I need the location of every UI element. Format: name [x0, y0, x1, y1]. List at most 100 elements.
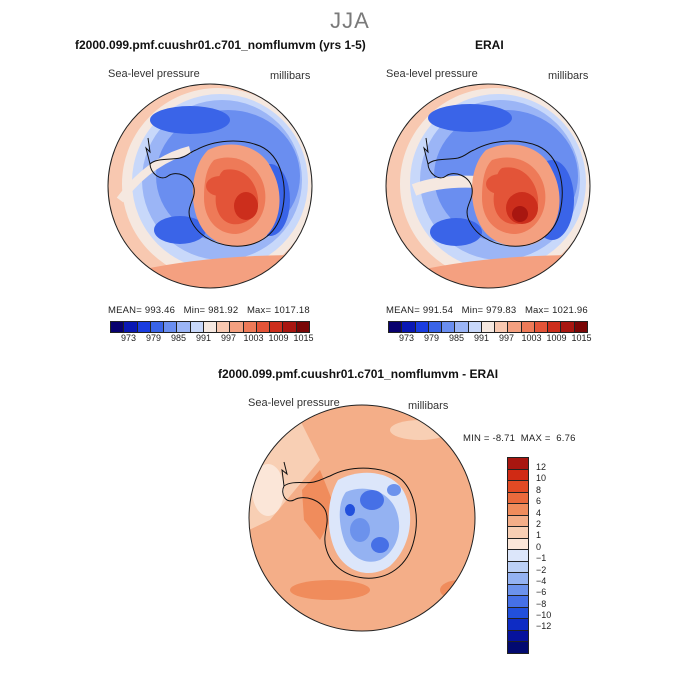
colorbar-swatch — [243, 322, 257, 332]
colorbar-swatch — [508, 607, 528, 619]
colorbar-tick-label: 991 — [195, 333, 212, 343]
colorbar-tick-label: 6 — [536, 496, 542, 507]
panel3-map — [249, 405, 475, 631]
colorbar-tick-label: 973 — [398, 333, 415, 343]
colorbar-tick-label: 997 — [498, 333, 515, 343]
colorbar-tick-label: −1 — [536, 553, 547, 564]
colorbar-tick-label: 1015 — [293, 333, 314, 343]
panel1-variable-label: Sea-level pressure — [108, 68, 200, 80]
colorbar-tick-label: −6 — [536, 587, 547, 598]
colorbar-swatch — [508, 630, 528, 642]
colorbar-swatch — [124, 322, 138, 332]
colorbar-tick-label: 1 — [536, 530, 542, 541]
colorbar-swatch — [150, 322, 165, 332]
panel2-mean-label: MEAN= — [386, 305, 420, 316]
colorbar-tick-label: 2 — [536, 518, 542, 529]
panel1-mean-label: MEAN= — [108, 305, 142, 316]
colorbar-swatch — [508, 481, 528, 493]
colorbar-swatch — [481, 322, 496, 332]
colorbar-swatch — [574, 322, 587, 332]
colorbar-swatch — [415, 322, 429, 332]
colorbar-swatch — [548, 322, 562, 332]
panel2-colorbar-ticks: 973 979 985 991 997 1003 1009 1015 — [394, 333, 594, 343]
colorbar-tick-label: 1003 — [521, 333, 542, 343]
colorbar-swatch — [283, 322, 297, 332]
colorbar-tick-label: 985 — [448, 333, 465, 343]
colorbar-tick-label: 1009 — [268, 333, 289, 343]
colorbar-tick-label: 997 — [220, 333, 237, 343]
colorbar-swatch — [521, 322, 535, 332]
panel2-min-value: 979.83 — [486, 305, 517, 316]
panel1-max-label: Max= — [246, 305, 272, 316]
colorbar-swatch — [495, 322, 509, 332]
colorbar-tick-label: −12 — [536, 621, 552, 632]
colorbar-swatch — [270, 322, 284, 332]
colorbar-swatch — [508, 538, 528, 550]
colorbar-swatch — [508, 492, 528, 504]
figure-season-title: JJA — [330, 8, 370, 33]
panel3-max-value: 6.76 — [556, 433, 576, 444]
colorbar-swatch — [296, 322, 309, 332]
colorbar-swatch — [508, 504, 528, 516]
colorbar-swatch — [389, 322, 403, 332]
panel1-title: f2000.099.pmf.cuushr01.c701_nomflumvm (y… — [75, 38, 366, 52]
panel2-map-boundary — [385, 83, 591, 289]
colorbar-swatch — [164, 322, 178, 332]
colorbar-tick-label: 8 — [536, 484, 542, 495]
colorbar-tick-label: 4 — [536, 507, 542, 518]
colorbar-swatch — [137, 322, 151, 332]
panel3-colorbar — [507, 457, 529, 654]
panel1-map — [108, 84, 312, 288]
colorbar-tick-label: 973 — [120, 333, 137, 343]
panel3-map-boundary — [248, 404, 476, 632]
colorbar-tick-label: −10 — [536, 610, 552, 621]
colorbar-swatch — [217, 322, 231, 332]
panel2-mean-value: 991.54 — [422, 305, 454, 316]
panel3-stats: MIN = -8.71 MAX = 6.76 — [463, 433, 576, 444]
panel2-max-label: Max= — [524, 305, 550, 316]
panel1-min-value: 981.92 — [208, 305, 239, 316]
panel1-colorbar-ticks: 973 979 985 991 997 1003 1009 1015 — [116, 333, 316, 343]
colorbar-tick-label: −4 — [536, 575, 547, 586]
panel3-max-label: MAX = — [520, 433, 551, 444]
colorbar-swatch — [508, 596, 528, 608]
colorbar-tick-label: 1003 — [243, 333, 264, 343]
colorbar-swatch — [508, 515, 528, 527]
panel2-map — [386, 84, 590, 288]
colorbar-tick-label: 979 — [145, 333, 162, 343]
colorbar-swatch — [177, 322, 191, 332]
colorbar-tick-label: −8 — [536, 598, 547, 609]
colorbar-tick-label: 985 — [170, 333, 187, 343]
panel1-min-label: Min= — [183, 305, 206, 316]
panel2-stats: MEAN= 991.54 Min= 979.83 Max= 1021.96 — [386, 305, 588, 316]
colorbar-swatch — [455, 322, 469, 332]
panel3-min-value: -8.71 — [492, 433, 516, 444]
panel2-min-label: Min= — [461, 305, 484, 316]
colorbar-swatch — [508, 573, 528, 585]
colorbar-swatch — [508, 561, 528, 573]
panel2-max-value: 1021.96 — [552, 305, 588, 316]
panel1-units-label: millibars — [270, 70, 311, 82]
colorbar-swatch — [508, 619, 528, 631]
panel1-colorbar: 973 979 985 991 997 1003 1009 1015 — [110, 321, 314, 343]
colorbar-swatch — [468, 322, 482, 332]
colorbar-swatch — [428, 322, 443, 332]
panel1-stats: MEAN= 993.46 Min= 981.92 Max= 1017.18 — [108, 305, 310, 316]
panel3-title: f2000.099.pmf.cuushr01.c701_nomflumvm - … — [218, 367, 499, 381]
colorbar-swatch — [203, 322, 218, 332]
colorbar-swatch — [508, 527, 528, 539]
colorbar-tick-label: −2 — [536, 564, 547, 575]
colorbar-swatch — [508, 642, 528, 653]
panel3-units-label: millibars — [408, 400, 449, 412]
colorbar-swatch — [190, 322, 204, 332]
colorbar-swatch — [508, 469, 528, 481]
panel2-colorbar: 973 979 985 991 997 1003 1009 1015 — [388, 321, 592, 343]
colorbar-swatch — [402, 322, 416, 332]
colorbar-tick-label: 12 — [536, 462, 547, 472]
colorbar-swatch — [508, 550, 528, 562]
panel2-title: ERAI — [475, 38, 504, 52]
colorbar-swatch — [111, 322, 125, 332]
colorbar-swatch — [534, 322, 549, 332]
panel1-map-boundary — [107, 83, 313, 289]
